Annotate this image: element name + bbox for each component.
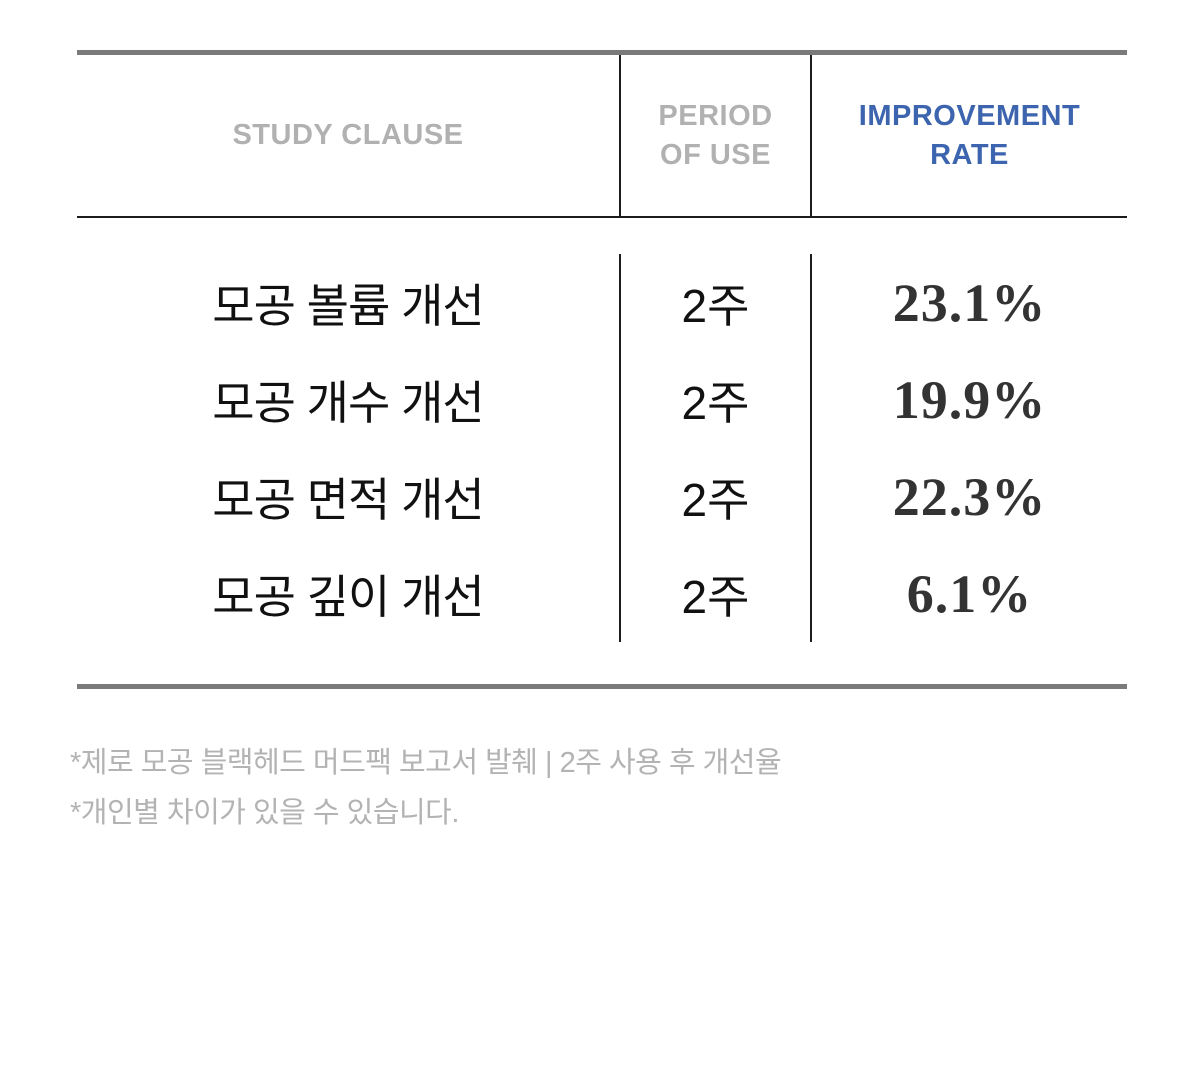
table-bottom-border xyxy=(77,684,1127,689)
header-separator-line xyxy=(77,216,1127,218)
cell-rate: 22.3% xyxy=(892,466,1047,527)
cell-rate: 19.9% xyxy=(892,369,1047,430)
table-body: 모공 볼륨 개선 2주 23.1% 모공 개수 개선 2주 19.9% 모공 면… xyxy=(77,218,1127,684)
footnote-source: *제로 모공 블랙헤드 머드팩 보고서 발췌 | 2주 사용 후 개선율 xyxy=(70,747,782,779)
table-row: 모공 면적 개선 2주 22.3% xyxy=(77,448,1127,545)
cell-period: 2주 xyxy=(619,545,812,642)
header-improvement-line2: RATE xyxy=(930,138,1009,171)
header-period-of-use: PERIOD OF USE xyxy=(619,55,812,216)
table-row: 모공 볼륨 개선 2주 23.1% xyxy=(77,254,1127,351)
header-study-clause-label: STUDY CLAUSE xyxy=(232,119,464,151)
footnote-disclaimer: *개인별 차이가 있을 수 있습니다. xyxy=(70,797,459,829)
table-top-border xyxy=(77,50,1127,55)
table-row: 모공 개수 개선 2주 19.9% xyxy=(77,351,1127,448)
cell-rate: 23.1% xyxy=(892,272,1047,333)
cell-period: 2주 xyxy=(619,448,812,545)
cell-period: 2주 xyxy=(619,254,812,351)
cell-rate: 6.1% xyxy=(906,563,1033,624)
cell-clause: 모공 면적 개선 xyxy=(212,473,484,526)
header-period-line2: OF USE xyxy=(660,138,771,171)
header-improvement-line1: IMPROVEMENT xyxy=(858,99,1081,132)
study-results-table: STUDY CLAUSE PERIOD OF USE IMPROVEMENT R… xyxy=(77,50,1127,689)
header-study-clause: STUDY CLAUSE xyxy=(77,55,619,216)
header-period-line1: PERIOD xyxy=(658,99,773,132)
header-improvement-rate: IMPROVEMENT RATE xyxy=(812,55,1127,216)
footnotes: *제로 모공 블랙헤드 머드팩 보고서 발췌 | 2주 사용 후 개선율 *개인… xyxy=(70,738,782,838)
cell-clause: 모공 볼륨 개선 xyxy=(212,279,484,332)
table-header-row: STUDY CLAUSE PERIOD OF USE IMPROVEMENT R… xyxy=(77,55,1127,216)
cell-period: 2주 xyxy=(619,351,812,448)
table-row: 모공 깊이 개선 2주 6.1% xyxy=(77,545,1127,642)
cell-clause: 모공 개수 개선 xyxy=(212,376,484,429)
cell-clause: 모공 깊이 개선 xyxy=(212,570,484,623)
